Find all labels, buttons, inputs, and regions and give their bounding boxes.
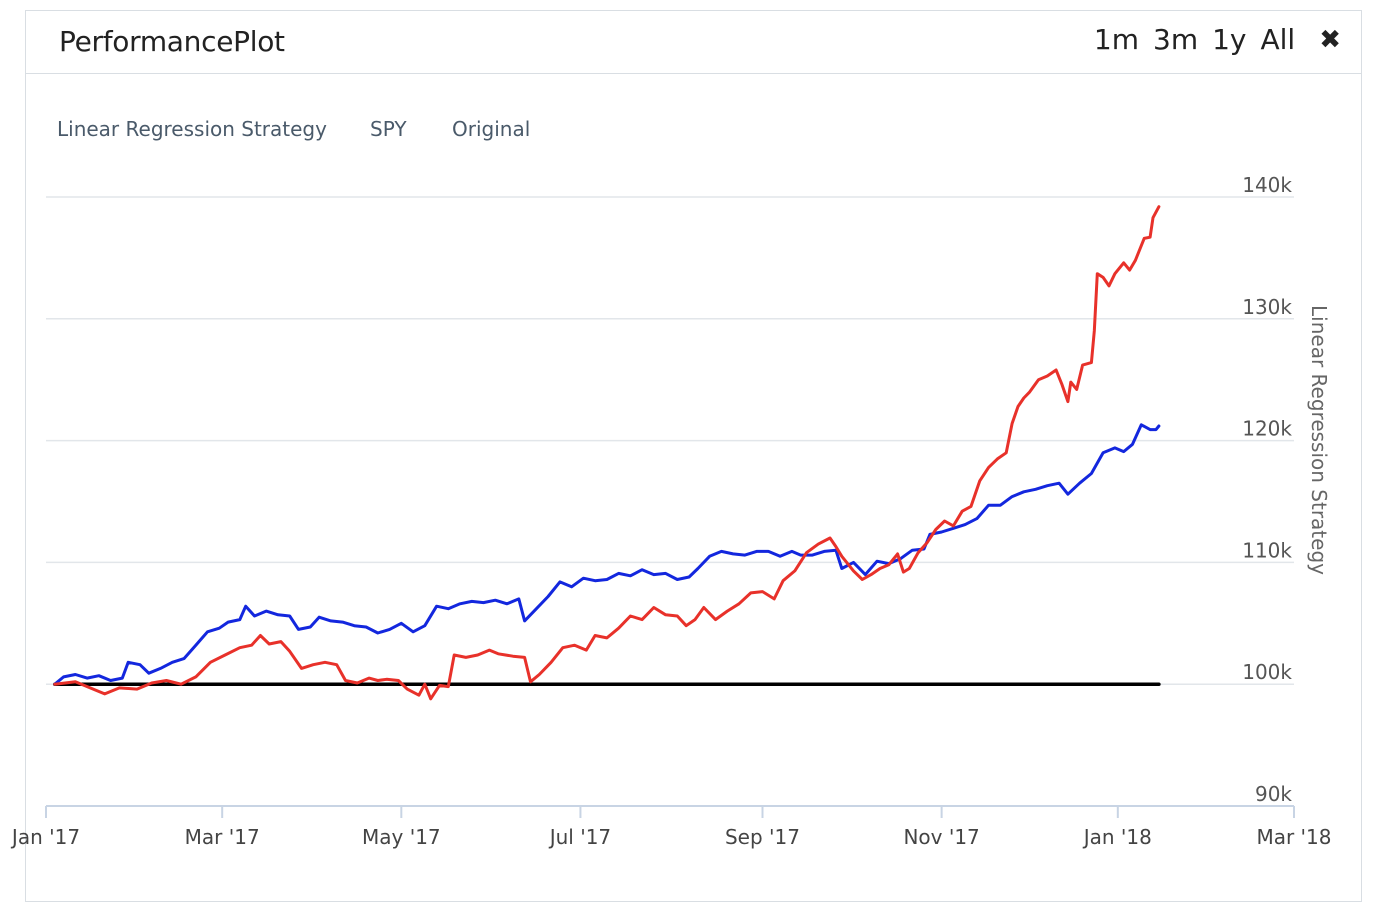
range-3m-button[interactable]: 3m <box>1153 23 1199 56</box>
range-1m-button[interactable]: 1m <box>1093 23 1139 56</box>
y-tick-label: 100k <box>1242 660 1292 684</box>
y-axis-title: Linear Regression Strategy <box>1307 305 1331 575</box>
chart-legend: Linear Regression Strategy SPY Original <box>57 117 530 141</box>
y-tick-label: 90k <box>1255 782 1292 806</box>
series-line-linear-regression-strategy[interactable] <box>53 205 1161 701</box>
legend-item-1[interactable]: SPY <box>370 117 407 141</box>
grid-lines: 90k 100k 110k 120k 130k 140k <box>46 173 1294 806</box>
legend-item-0[interactable]: Linear Regression Strategy <box>57 117 327 141</box>
series-lines <box>53 205 1161 701</box>
y-tick-label: 110k <box>1242 538 1292 562</box>
x-tick-label: Mar '17 <box>185 825 260 849</box>
range-all-button[interactable]: All <box>1260 23 1296 56</box>
x-tick-label: Jul '17 <box>548 825 611 849</box>
x-tick-label: May '17 <box>362 825 441 849</box>
range-selector: 1m 3m 1y All ✖ <box>1094 23 1341 56</box>
legend-item-2[interactable]: Original <box>452 117 530 141</box>
x-tick-label: Jan '18 <box>1082 825 1152 849</box>
x-tick-label: Jan '17 <box>10 825 80 849</box>
y-axis-label: Linear Regression Strategy <box>1307 305 1331 575</box>
panel-header: PerformancePlot 1m 3m 1y All ✖ <box>26 11 1361 74</box>
y-tick-label: 120k <box>1242 417 1292 441</box>
x-tick-label: Mar '18 <box>1256 825 1331 849</box>
chart-panel: PerformancePlot 1m 3m 1y All ✖ <box>25 10 1362 902</box>
range-1y-button[interactable]: 1y <box>1212 23 1247 56</box>
page-title: PerformancePlot <box>59 25 285 58</box>
x-tick-label: Nov '17 <box>903 825 979 849</box>
y-tick-label: 140k <box>1242 173 1292 197</box>
x-tick-label: Sep '17 <box>725 825 800 849</box>
y-tick-label: 130k <box>1242 295 1292 319</box>
series-line-spy[interactable] <box>53 423 1161 686</box>
axes: Jan '17 Mar '17 May '17 Jul '17 Sep '17 Nov '… <box>10 805 1332 849</box>
close-icon[interactable]: ✖ <box>1319 24 1341 55</box>
